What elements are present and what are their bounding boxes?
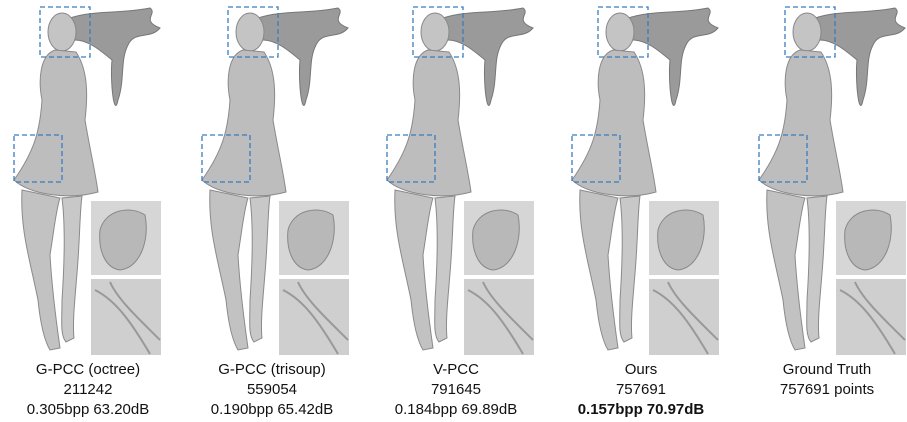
points-label: 211242: [64, 381, 113, 398]
quality-value: 69.89dB: [461, 401, 517, 418]
render-image: [572, 7, 720, 356]
method-label: Ours: [625, 361, 658, 378]
method-label: V-PCC: [433, 361, 479, 378]
render-image: [14, 7, 162, 356]
figure: G-PCC (octree) 211242 0.305bpp63.20dB G-PCC…: [0, 0, 907, 422]
render-image: [202, 7, 350, 356]
method-label: Ground Truth: [783, 361, 871, 378]
points-label: 757691: [616, 381, 666, 398]
points-label: 791645: [431, 381, 481, 398]
rate-value: 0.190bpp: [211, 401, 274, 418]
quality-value: 70.97dB: [647, 401, 705, 418]
render-image: [387, 7, 535, 356]
points-label: 559054: [247, 381, 297, 398]
quality-value: 65.42dB: [277, 401, 333, 418]
points-label: 757691 points: [780, 381, 874, 398]
rate-value: 0.157bpp: [578, 401, 643, 418]
rate-value: 0.184bpp: [395, 401, 458, 418]
render-image: [759, 7, 907, 356]
rate-value: 0.305bpp: [27, 401, 90, 418]
quality-value: 63.20dB: [93, 401, 149, 418]
method-label: G-PCC (octree): [36, 361, 140, 378]
method-label: G-PCC (trisoup): [218, 361, 326, 378]
